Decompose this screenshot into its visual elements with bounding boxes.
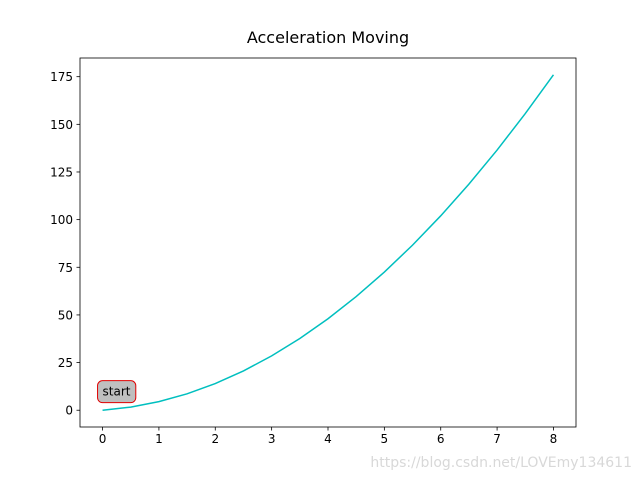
y-tick-label: 25 xyxy=(58,356,73,370)
x-tick-label: 0 xyxy=(99,432,107,446)
x-tick-label: 4 xyxy=(324,432,332,446)
chart-title: Acceleration Moving xyxy=(247,28,409,47)
x-tick-label: 5 xyxy=(381,432,389,446)
line xyxy=(102,74,555,411)
y-tick-label: 175 xyxy=(50,70,73,84)
x-tick-label: 3 xyxy=(268,432,276,446)
x-tick-label: 1 xyxy=(155,432,163,446)
y-tick-label: 75 xyxy=(58,261,73,275)
y-tick-label: 50 xyxy=(58,308,73,322)
annotation-text: start xyxy=(103,385,131,399)
watermark: https://blog.csdn.net/LOVEmy134611 xyxy=(370,455,632,471)
x-tick-label: 8 xyxy=(550,432,558,446)
y-tick-label: 0 xyxy=(65,404,73,418)
annotation: start xyxy=(97,380,137,404)
x-tick-label: 7 xyxy=(493,432,501,446)
annotation-box xyxy=(97,380,137,404)
y-tick-label: 100 xyxy=(50,213,73,227)
y-tick-label: 125 xyxy=(50,165,73,179)
y-tick-label: 150 xyxy=(50,118,73,132)
x-tick-label: 2 xyxy=(211,432,219,446)
x-tick-label: 6 xyxy=(437,432,445,446)
axes-frame xyxy=(79,57,577,428)
